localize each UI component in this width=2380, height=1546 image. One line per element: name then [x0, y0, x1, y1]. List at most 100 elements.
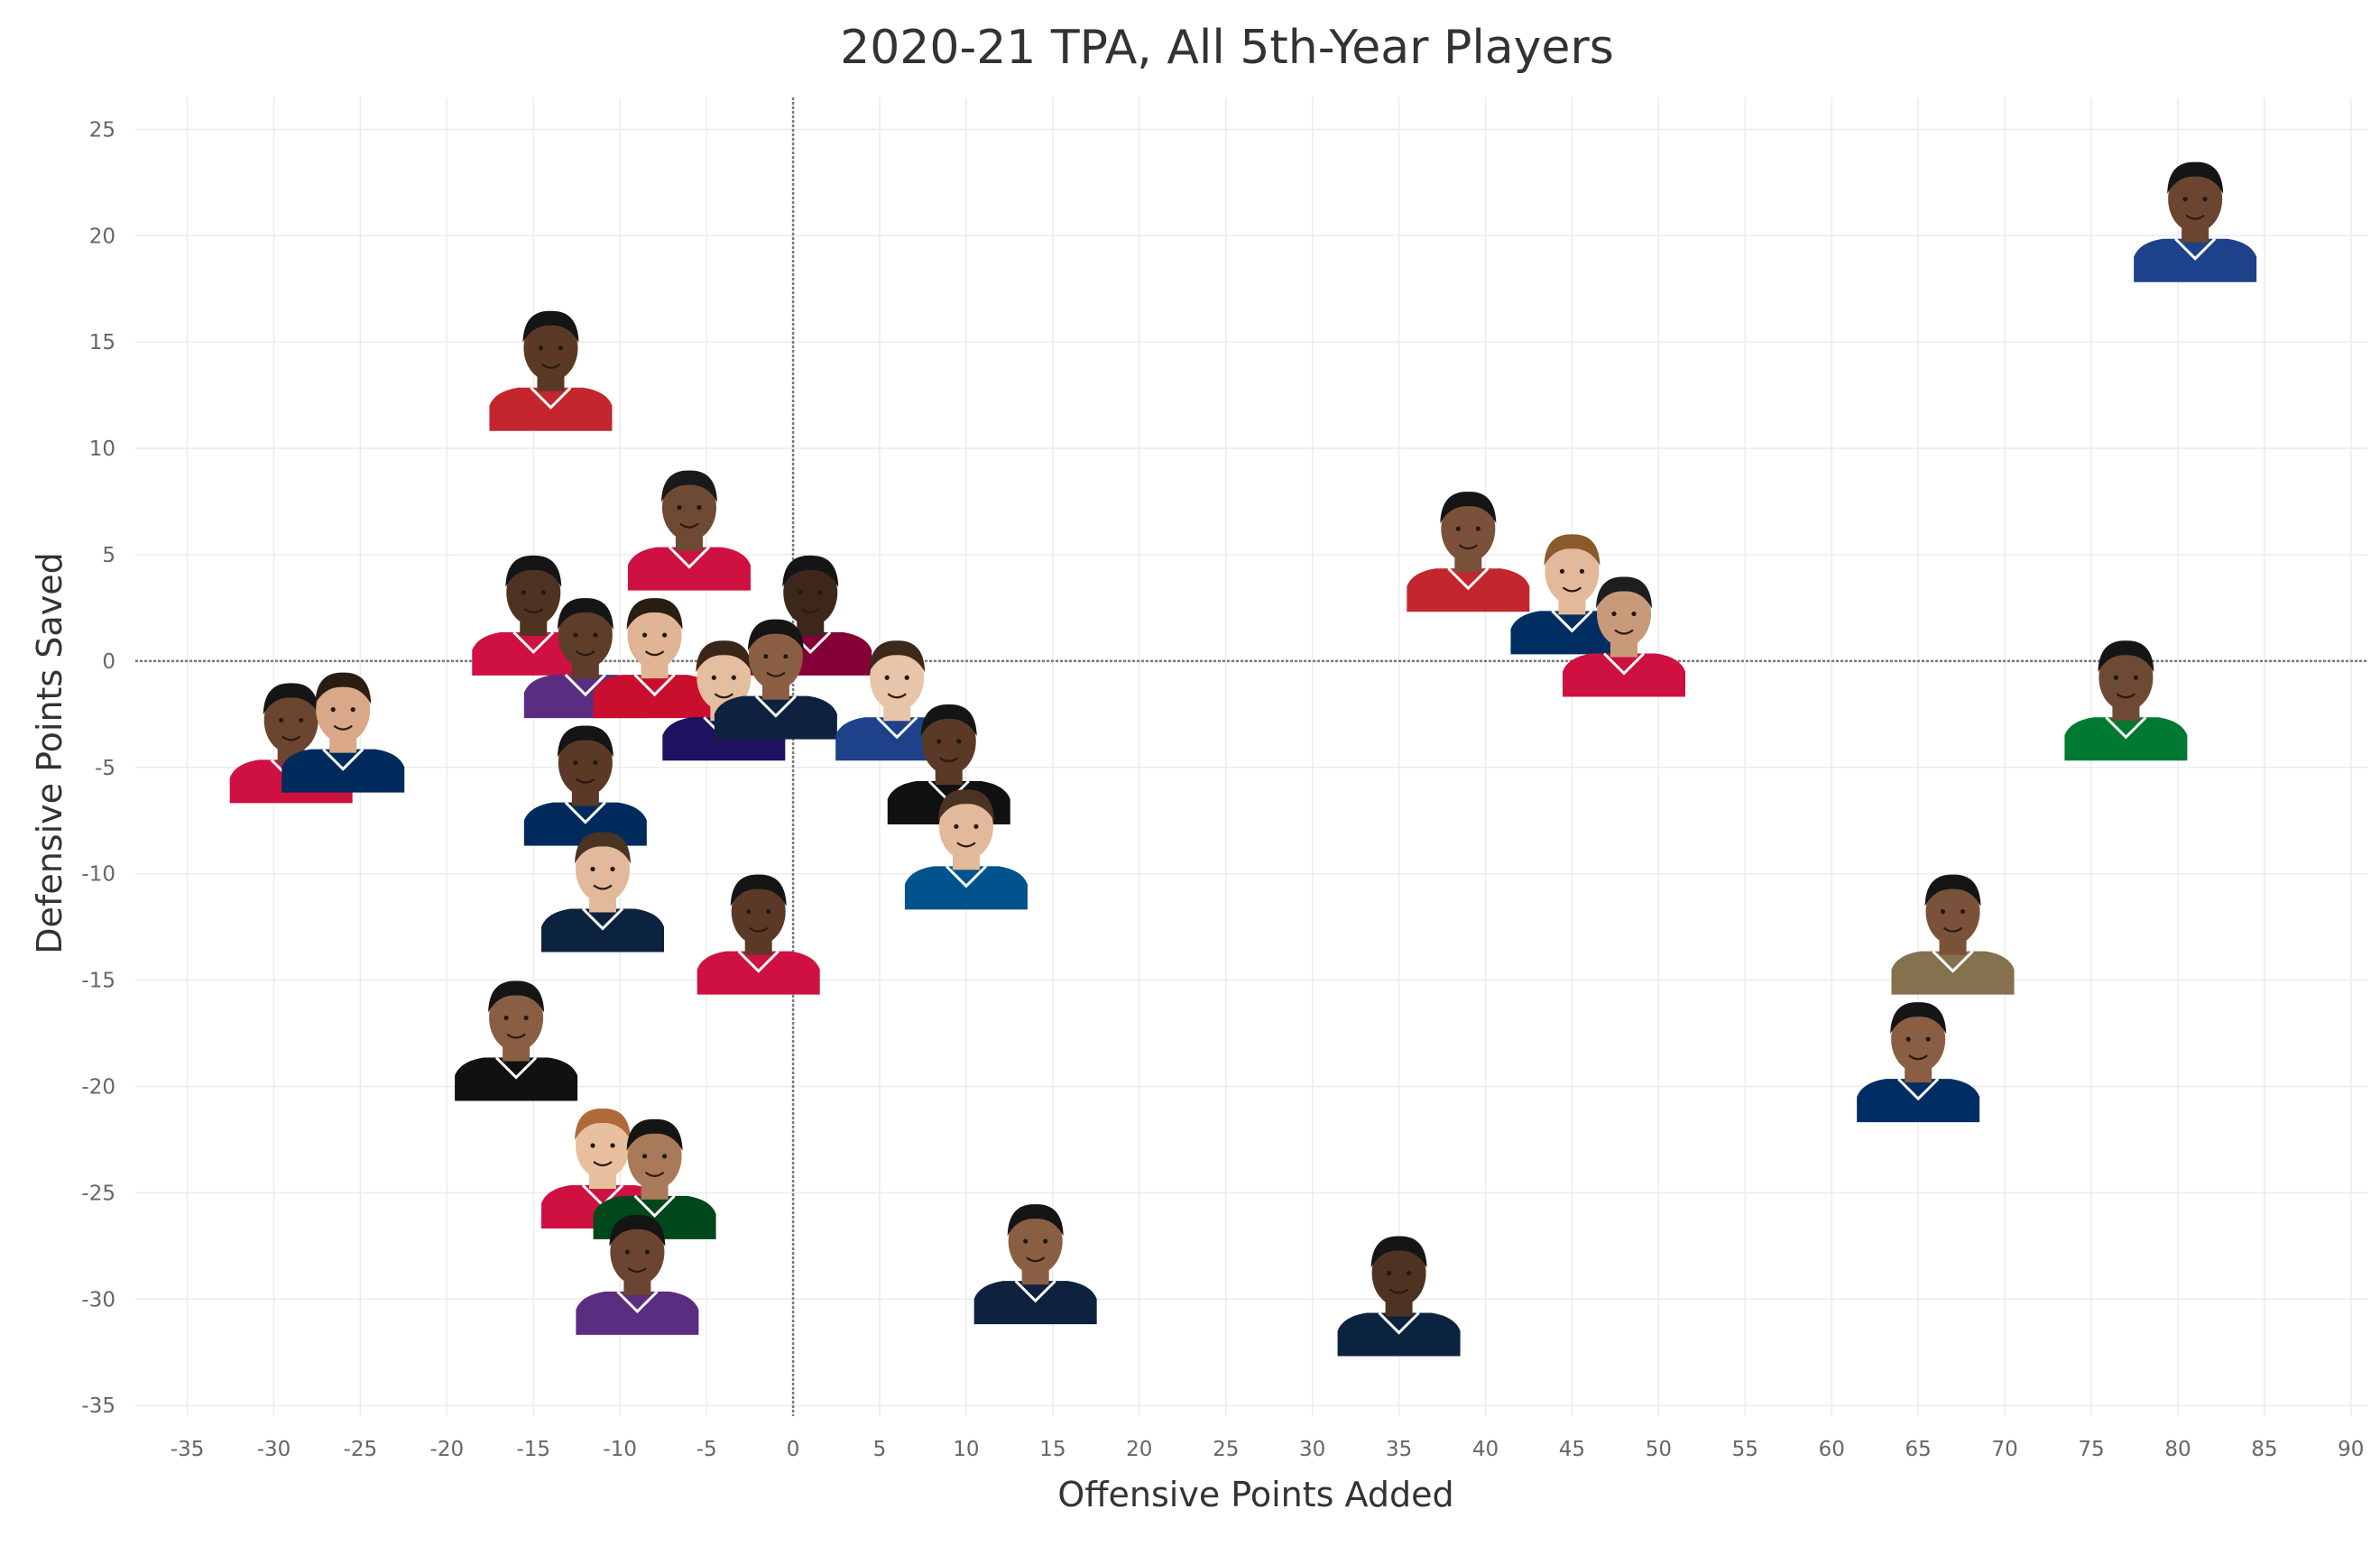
head-shape: [610, 1218, 665, 1285]
collar-shape: [1378, 1311, 1420, 1335]
x-tick-label: 60: [1819, 1438, 1845, 1461]
head-shape: [1597, 580, 1651, 648]
head-shape: [1545, 538, 1600, 605]
collar-shape: [564, 674, 606, 697]
eye-shape: [1940, 909, 1946, 915]
collar-shape: [564, 801, 606, 824]
head-shape: [870, 644, 925, 712]
eye-shape: [763, 654, 769, 659]
head-shape: [627, 1122, 682, 1190]
mouth-shape: [887, 693, 907, 699]
x-tick-label: 0: [787, 1438, 800, 1461]
x-axis-title: Offensive Points Added: [1057, 1475, 1453, 1514]
hair-shape: [522, 310, 579, 343]
mouth-shape: [644, 1171, 665, 1177]
hair-shape: [1544, 534, 1601, 566]
y-tick-label: 15: [89, 331, 115, 354]
x-tick-label: 10: [953, 1438, 979, 1461]
eye-shape: [661, 632, 668, 638]
hair-shape: [557, 725, 613, 758]
eye-shape: [590, 1143, 595, 1148]
mouth-shape: [2116, 693, 2136, 699]
eye-shape: [661, 1154, 668, 1159]
hair-shape: [2098, 640, 2154, 673]
head-shape: [627, 602, 682, 669]
x-tick-label: -15: [516, 1438, 550, 1461]
eye-shape: [2133, 675, 2138, 680]
x-tick-label: 25: [1213, 1438, 1239, 1461]
player-headshot-marker: [1337, 1236, 1461, 1357]
mouth-shape: [576, 650, 595, 657]
head-shape: [748, 622, 803, 690]
head-shape: [316, 676, 371, 743]
player-headshot-marker: [627, 470, 751, 591]
head-shape: [661, 474, 716, 541]
eye-shape: [558, 345, 564, 351]
eye-shape: [696, 505, 702, 511]
chart-title: 2020-21 TPA, All 5th-Year Players: [840, 21, 1614, 75]
head-shape: [2168, 165, 2223, 233]
eye-shape: [641, 1154, 648, 1159]
player-headshot-marker: [489, 310, 613, 431]
eye-shape: [644, 1249, 650, 1255]
mouth-shape: [523, 608, 543, 614]
hair-shape: [937, 789, 994, 822]
y-tick-label: 25: [89, 118, 115, 142]
player-headshot-marker: [1407, 492, 1530, 612]
hair-shape: [1370, 1236, 1427, 1268]
head-shape: [938, 793, 993, 860]
eye-shape: [641, 632, 648, 638]
x-tick-label: -10: [603, 1438, 637, 1461]
collar-shape: [1897, 1078, 1940, 1101]
mouth-shape: [1942, 926, 1963, 933]
eye-shape: [1475, 526, 1481, 531]
head-shape: [576, 835, 631, 903]
hair-shape: [575, 832, 632, 864]
head-shape: [263, 686, 318, 754]
eye-shape: [746, 909, 752, 915]
head-shape: [1925, 878, 1980, 945]
eye-shape: [593, 759, 598, 766]
mouth-shape: [627, 1267, 648, 1274]
gridlines: [135, 97, 2368, 1416]
x-tick-label: -30: [257, 1438, 291, 1461]
x-tick-label: 30: [1299, 1438, 1325, 1461]
mouth-shape: [506, 1033, 526, 1039]
eye-shape: [1925, 1036, 1931, 1042]
head-shape: [558, 602, 613, 669]
hair-shape: [609, 1214, 666, 1247]
collar-shape: [616, 1290, 659, 1314]
x-tick-label: 20: [1126, 1438, 1152, 1461]
x-tick-label: -5: [696, 1438, 717, 1461]
eye-shape: [523, 1015, 529, 1021]
eye-shape: [2113, 675, 2118, 680]
player-headshot-marker: [1563, 576, 1685, 697]
hair-shape: [575, 1109, 632, 1141]
y-tick-label: 5: [102, 544, 115, 567]
player-headshot-marker: [523, 725, 647, 846]
player-headshot-marker: [714, 619, 837, 740]
player-markers: [229, 161, 2257, 1357]
player-headshot-marker: [455, 980, 578, 1101]
eye-shape: [1559, 568, 1565, 574]
player-headshot-marker: [281, 672, 405, 793]
head-shape: [489, 984, 544, 1052]
head-shape: [696, 644, 752, 712]
hair-shape: [263, 683, 319, 715]
collar-shape: [1932, 950, 1974, 973]
mouth-shape: [1458, 544, 1479, 550]
head-shape: [506, 558, 561, 626]
eye-shape: [766, 909, 771, 915]
eye-shape: [1406, 1270, 1412, 1276]
hair-shape: [2167, 161, 2224, 194]
eye-shape: [956, 739, 962, 744]
collar-shape: [945, 865, 987, 888]
hair-shape: [1596, 576, 1652, 609]
eye-shape: [521, 590, 526, 595]
eye-shape: [1043, 1238, 1048, 1244]
x-tick-label: 90: [2338, 1438, 2364, 1461]
eye-shape: [1631, 611, 1637, 617]
collar-shape: [495, 1056, 538, 1080]
x-tick-label: 5: [873, 1438, 887, 1461]
eye-shape: [936, 739, 942, 744]
